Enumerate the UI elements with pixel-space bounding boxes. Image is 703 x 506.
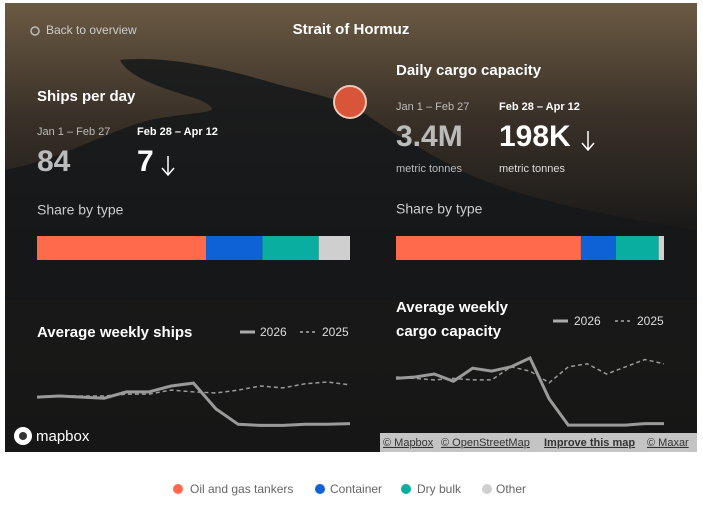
attribution-link[interactable]: © Maxar: [647, 437, 689, 449]
legend-label: Oil and gas tankers: [190, 482, 293, 496]
panel-title: Ships per day: [37, 88, 136, 105]
legend-label: 2026: [574, 314, 601, 328]
legend-label: 2026: [260, 325, 287, 339]
legend-label: Container: [330, 482, 382, 496]
stat-value: 198K: [499, 120, 571, 153]
legend-swatch: [482, 484, 492, 494]
attribution-link[interactable]: © Mapbox: [383, 437, 434, 449]
page-title: Strait of Hormuz: [293, 21, 410, 38]
legend-label: Other: [496, 482, 526, 496]
legend-label: 2025: [637, 314, 664, 328]
share-segment: [318, 236, 350, 260]
series-line: [395, 356, 664, 427]
stat-value: 7: [137, 145, 154, 178]
period-label: Jan 1 – Feb 27: [37, 126, 110, 138]
share-label: Share by type: [396, 201, 483, 217]
chart-title: Average weekly ships: [37, 324, 192, 341]
attribution-box: [380, 433, 697, 452]
legend-label: 2025: [322, 325, 349, 339]
legend-swatch: [401, 484, 411, 494]
series-line: [395, 358, 665, 384]
mapbox-logo-icon: [19, 432, 27, 440]
share-segment: [37, 236, 207, 260]
mapbox-logo[interactable]: mapbox: [36, 428, 90, 445]
stat-unit: metric tonnes: [499, 163, 566, 175]
attribution-link[interactable]: Improve this map: [544, 437, 635, 449]
series-line: [36, 381, 351, 427]
attribution-link[interactable]: © OpenStreetMap: [441, 437, 530, 449]
share-segment: [615, 236, 659, 260]
down-arrow: [161, 156, 175, 177]
share-segment: [580, 236, 616, 260]
period-label: Feb 28 – Apr 12: [137, 126, 218, 138]
back-link[interactable]: Back to overview: [46, 23, 137, 37]
legend-swatch: [173, 484, 183, 494]
back-icon[interactable]: [30, 26, 40, 36]
location-marker[interactable]: [333, 85, 367, 119]
stat-unit: metric tonnes: [396, 163, 463, 175]
series-line: [36, 381, 351, 398]
period-label: Feb 28 – Apr 12: [499, 101, 580, 113]
share-segment: [206, 236, 263, 260]
stat-value: 3.4M: [396, 120, 463, 153]
share-segment: [658, 236, 664, 260]
period-label: Jan 1 – Feb 27: [396, 101, 469, 113]
legend-swatch: [315, 484, 325, 494]
share-segment: [262, 236, 319, 260]
share-segment: [396, 236, 581, 260]
panel-title: Daily cargo capacity: [396, 62, 542, 79]
legend-label: Dry bulk: [417, 482, 462, 496]
share-label: Share by type: [37, 202, 124, 218]
down-arrow: [581, 131, 595, 152]
chart-title: Average weekly cargo capacity: [396, 299, 509, 340]
chart-title-box: Average weekly cargo capacity: [396, 299, 509, 340]
stat-value: 84: [37, 145, 71, 178]
